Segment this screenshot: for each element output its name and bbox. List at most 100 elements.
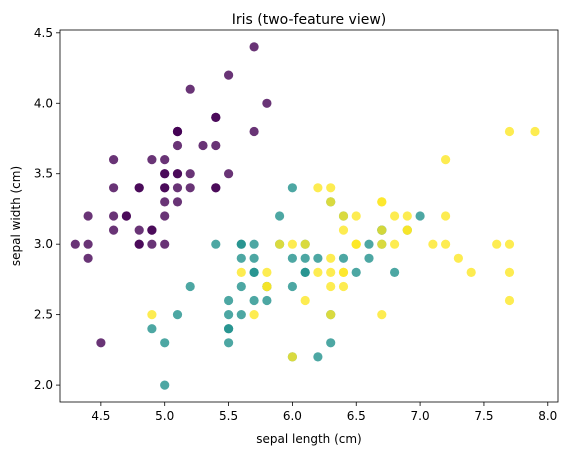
data-point [338, 211, 349, 221]
data-point [236, 267, 246, 277]
data-point [211, 140, 221, 151]
data-point [109, 225, 119, 235]
data-point [453, 253, 463, 263]
data-point [160, 197, 170, 207]
data-point [185, 84, 195, 94]
data-point [390, 211, 400, 221]
data-point [287, 183, 297, 193]
chart-title: Iris (two-feature view) [232, 12, 387, 28]
x-tick-label: 4.5 [91, 409, 110, 423]
x-tick-label: 6.5 [347, 409, 366, 423]
data-point [236, 253, 246, 263]
x-tick-label: 5.5 [219, 409, 238, 423]
data-point [377, 197, 387, 207]
data-point [313, 183, 323, 193]
x-tick-label: 6.0 [283, 409, 302, 423]
data-point [338, 281, 349, 292]
data-point [300, 253, 310, 263]
data-point [160, 169, 170, 179]
x-tick-label: 7.0 [411, 409, 430, 423]
data-point [147, 310, 157, 320]
y-tick-label: 2.0 [34, 378, 53, 392]
data-point [326, 338, 336, 348]
data-point [262, 98, 272, 108]
data-point [262, 295, 272, 306]
data-point [313, 267, 323, 277]
data-point [390, 239, 400, 249]
data-point [224, 338, 234, 348]
plot-frame [59, 29, 559, 403]
data-point [160, 211, 170, 221]
data-point [262, 281, 272, 292]
data-point [83, 253, 93, 263]
data-point [224, 324, 234, 334]
data-point [236, 310, 246, 320]
data-point [504, 239, 515, 249]
data-point [198, 140, 208, 151]
data-point [224, 70, 234, 80]
data-point [300, 267, 310, 277]
data-point [377, 239, 387, 249]
data-point [147, 155, 157, 165]
data-point [172, 126, 183, 137]
data-point [185, 169, 195, 179]
data-point [224, 169, 234, 179]
data-point [326, 183, 336, 193]
data-point [109, 211, 119, 221]
data-point [96, 338, 106, 348]
data-point [249, 267, 259, 277]
data-point [504, 295, 515, 306]
data-point [262, 267, 272, 277]
data-point [300, 239, 310, 249]
data-point [338, 267, 349, 277]
data-point [441, 211, 451, 221]
data-point [351, 239, 361, 249]
data-point [249, 126, 259, 137]
data-point [504, 267, 515, 277]
data-point [172, 183, 183, 193]
data-point [109, 155, 119, 165]
data-point [249, 295, 259, 306]
data-point [109, 183, 119, 193]
data-point [70, 239, 80, 249]
data-point [160, 380, 170, 390]
data-point [287, 281, 297, 292]
y-axis-label: sepal width (cm) [9, 166, 23, 266]
data-point [211, 239, 221, 249]
data-point [249, 239, 259, 249]
data-point [83, 239, 93, 249]
y-tick-label: 3.0 [34, 237, 53, 251]
x-tick-label: 8.0 [538, 409, 557, 423]
data-point [402, 211, 412, 221]
data-point [504, 126, 515, 137]
data-point [134, 183, 144, 193]
data-point [211, 183, 221, 193]
data-point [275, 239, 285, 249]
data-point [326, 281, 336, 292]
data-point [492, 239, 502, 249]
axis-ticks: 4.5 5.0 5.5 6.0 6.5 7.0 7.5 8.0 2.0 2.5 3.0 3.5 4.0 4… [34, 26, 557, 423]
data-point [326, 253, 336, 263]
data-point [338, 253, 349, 263]
y-tick-label: 4.0 [34, 96, 53, 110]
data-point [134, 239, 144, 249]
data-point [313, 253, 323, 263]
data-point [172, 169, 183, 179]
y-tick-label: 3.5 [34, 167, 53, 181]
data-point [441, 239, 451, 249]
data-point [249, 253, 259, 263]
data-point [121, 211, 131, 221]
data-point [364, 239, 374, 249]
data-point [351, 211, 361, 221]
data-point [338, 225, 349, 235]
data-point [441, 155, 451, 165]
y-tick-label: 2.5 [34, 308, 53, 322]
data-point [402, 225, 412, 235]
data-point [185, 183, 195, 193]
data-point [249, 310, 259, 320]
data-point [160, 155, 170, 165]
data-point [147, 239, 157, 249]
data-point [326, 197, 336, 207]
x-tick-label: 5.0 [155, 409, 174, 423]
x-tick-label: 7.5 [474, 409, 493, 423]
